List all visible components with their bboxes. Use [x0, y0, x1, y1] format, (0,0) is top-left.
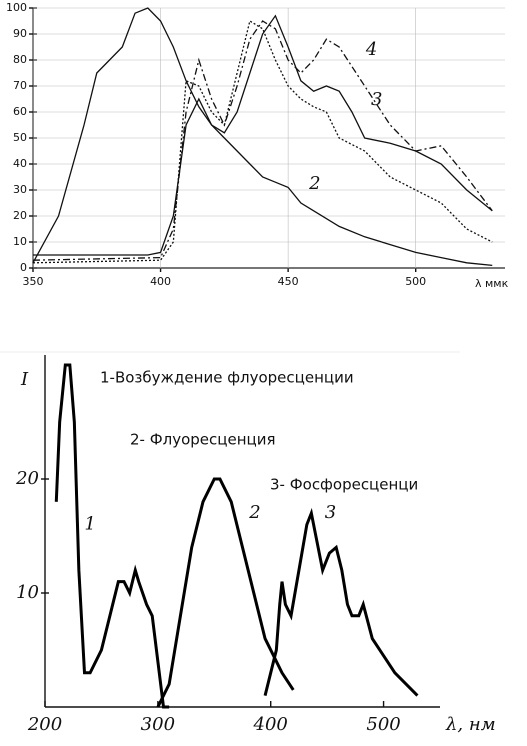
y-tick-label: 10 [13, 235, 27, 248]
series-label: 2 [248, 502, 260, 523]
series-label: 2 [308, 173, 320, 194]
x-tick-label: 500 [405, 275, 426, 288]
y-axis-label: I [20, 369, 29, 390]
series-line [32, 19, 493, 264]
annotation: 1-Возбуждение флуоресценции [100, 369, 354, 387]
x-axis-label: λ, нм [445, 714, 496, 735]
series-line [54, 363, 170, 709]
annotation: 3- Фосфоресценци [270, 476, 418, 494]
y-tick-label: 100 [6, 1, 27, 14]
series-label: 4 [365, 39, 377, 60]
series-line [32, 20, 493, 261]
y-tick-label: 20 [13, 209, 27, 222]
annotation: 2- Флуоресценция [130, 431, 276, 449]
y-tick-label: 90 [13, 27, 27, 40]
x-axis-label: λ ммк [475, 277, 509, 290]
series-label: 3 [371, 89, 382, 110]
x-tick-label: 200 [27, 714, 62, 735]
y-tick-label: 70 [13, 79, 27, 92]
x-tick-label: 450 [278, 275, 299, 288]
y-tick-label: 60 [13, 105, 27, 118]
x-tick-label: 500 [366, 714, 400, 735]
x-tick-label: 350 [23, 275, 44, 288]
y-tick-label: 50 [13, 131, 27, 144]
y-tick-label: 30 [13, 183, 27, 196]
series-line [32, 7, 493, 267]
y-tick-label: 10 [16, 582, 39, 603]
y-tick-label: 40 [13, 157, 27, 170]
series-line [156, 477, 295, 708]
y-tick-label: 0 [20, 261, 27, 274]
series-line [263, 507, 419, 697]
series-line [33, 14, 493, 256]
series-label: 1 [84, 514, 95, 535]
y-tick-label: 80 [13, 53, 27, 66]
y-tick-label: 20 [15, 468, 39, 489]
x-tick-label: 400 [253, 714, 288, 735]
x-tick-label: 300 [141, 714, 175, 735]
x-tick-label: 400 [150, 275, 171, 288]
series-label: 3 [325, 502, 336, 523]
